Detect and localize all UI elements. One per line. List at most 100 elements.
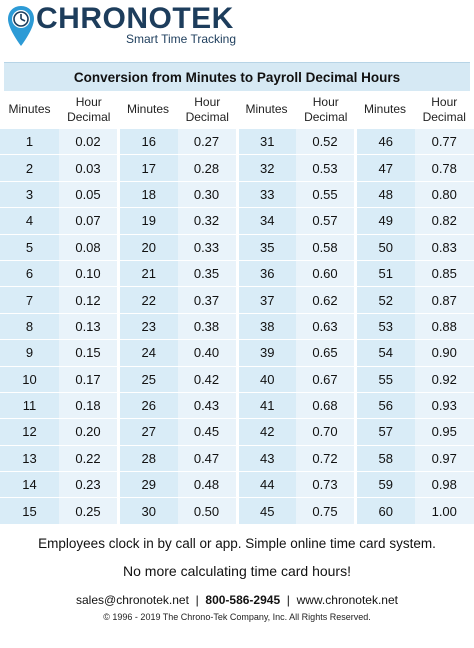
header-hour-label: Hour <box>312 94 339 109</box>
decimal-hours-cell: 0.60 <box>296 259 356 287</box>
table-row: 5 0.08 20 0.33 35 0.58 50 0.83 <box>0 233 474 261</box>
decimal-hours-cell: 0.05 <box>59 180 119 208</box>
decimal-hours-cell: 0.37 <box>177 286 237 314</box>
conversion-table: Minutes Hour Decimal Minutes Hour Decimal Minu… <box>0 91 474 524</box>
minutes-cell: 12 <box>0 418 59 446</box>
minutes-cell: 35 <box>235 233 296 261</box>
minutes-cell: 31 <box>235 127 296 155</box>
table-row: 2 0.03 17 0.28 32 0.53 47 0.78 <box>0 154 474 182</box>
minutes-cell: 24 <box>117 339 178 367</box>
table-row: 9 0.15 24 0.40 39 0.65 54 0.90 <box>0 339 474 367</box>
minutes-cell: 51 <box>354 259 415 287</box>
copyright-notice: © 1996 - 2019 The Chrono-Tek Company, In… <box>103 612 371 622</box>
minutes-cell: 55 <box>354 365 415 393</box>
header-hour-decimal: Hour Decimal <box>414 91 474 129</box>
minutes-cell: 27 <box>117 418 178 446</box>
minutes-cell: 10 <box>0 365 59 393</box>
footer-description: Employees clock in by call or app. Simpl… <box>38 536 436 551</box>
decimal-hours-cell: 0.02 <box>59 127 119 155</box>
table-row: 14 0.23 29 0.48 44 0.73 59 0.98 <box>0 471 474 498</box>
decimal-hours-cell: 0.77 <box>414 127 474 155</box>
header-minutes: Minutes <box>355 91 415 129</box>
minutes-cell: 40 <box>235 365 296 393</box>
minutes-cell: 14 <box>0 471 59 498</box>
decimal-hours-cell: 0.75 <box>296 497 356 524</box>
minutes-cell: 41 <box>235 391 296 419</box>
header-minutes: Minutes <box>237 91 296 129</box>
decimal-hours-cell: 0.62 <box>296 286 356 314</box>
decimal-hours-cell: 0.27 <box>177 127 237 155</box>
minutes-cell: 34 <box>235 207 296 235</box>
minutes-cell: 32 <box>235 154 296 182</box>
minutes-cell: 53 <box>354 312 415 340</box>
phone-number[interactable]: 800-586-2945 <box>205 593 281 607</box>
minutes-cell: 49 <box>354 207 415 235</box>
minutes-cell: 16 <box>117 127 178 155</box>
decimal-hours-cell: 0.30 <box>177 180 237 208</box>
header-hour-label: Hour <box>431 94 458 109</box>
minutes-cell: 29 <box>117 471 178 498</box>
minutes-cell: 58 <box>354 444 415 472</box>
decimal-hours-cell: 0.20 <box>59 418 119 446</box>
table-row: 8 0.13 23 0.38 38 0.63 53 0.88 <box>0 312 474 340</box>
minutes-cell: 22 <box>117 286 178 314</box>
decimal-hours-cell: 0.25 <box>59 497 119 524</box>
header-minutes: Minutes <box>0 91 59 129</box>
minutes-cell: 25 <box>117 365 178 393</box>
decimal-hours-cell: 0.35 <box>177 259 237 287</box>
table-header-row: Minutes Hour Decimal Minutes Hour Decimal Minu… <box>0 91 474 129</box>
decimal-hours-cell: 0.72 <box>296 444 356 472</box>
minutes-cell: 38 <box>235 312 296 340</box>
header-hour-label: Hour <box>75 94 102 109</box>
brand-tagline: Smart Time Tracking <box>126 32 237 46</box>
decimal-hours-cell: 0.82 <box>414 207 474 235</box>
minutes-cell: 11 <box>0 391 59 419</box>
decimal-hours-cell: 0.28 <box>177 154 237 182</box>
table-row: 11 0.18 26 0.43 41 0.68 56 0.93 <box>0 391 474 419</box>
minutes-cell: 4 <box>0 207 59 235</box>
decimal-hours-cell: 0.93 <box>414 391 474 419</box>
website-link[interactable]: www.chronotek.net <box>296 593 398 607</box>
decimal-hours-cell: 0.68 <box>296 391 356 419</box>
table-row: 1 0.02 16 0.27 31 0.52 46 0.77 <box>0 127 474 155</box>
minutes-cell: 2 <box>0 154 59 182</box>
minutes-cell: 36 <box>235 259 296 287</box>
minutes-cell: 56 <box>354 391 415 419</box>
decimal-hours-cell: 0.92 <box>414 365 474 393</box>
table-row: 13 0.22 28 0.47 43 0.72 58 0.97 <box>0 444 474 472</box>
table-row: 15 0.25 30 0.50 45 0.75 60 1.00 <box>0 497 474 524</box>
decimal-hours-cell: 0.42 <box>177 365 237 393</box>
table-row: 6 0.10 21 0.35 36 0.60 51 0.85 <box>0 259 474 287</box>
minutes-cell: 33 <box>235 180 296 208</box>
decimal-hours-cell: 0.50 <box>177 497 237 524</box>
minutes-cell: 30 <box>117 497 178 524</box>
decimal-hours-cell: 0.53 <box>296 154 356 182</box>
table-row: 7 0.12 22 0.37 37 0.62 52 0.87 <box>0 286 474 314</box>
minutes-cell: 18 <box>117 180 178 208</box>
decimal-hours-cell: 0.03 <box>59 154 119 182</box>
minutes-cell: 54 <box>354 339 415 367</box>
header-decimal-label: Decimal <box>422 109 466 124</box>
minutes-cell: 7 <box>0 286 59 314</box>
footer-slogan: No more calculating time card hours! <box>123 563 351 579</box>
table-row: 10 0.17 25 0.42 40 0.67 55 0.92 <box>0 365 474 393</box>
minutes-cell: 45 <box>235 497 296 524</box>
decimal-hours-cell: 0.22 <box>59 444 119 472</box>
minutes-cell: 46 <box>354 127 415 155</box>
decimal-hours-cell: 0.98 <box>414 471 474 498</box>
decimal-hours-cell: 0.63 <box>296 312 356 340</box>
decimal-hours-cell: 0.55 <box>296 180 356 208</box>
header-decimal-label: Decimal <box>185 109 229 124</box>
minutes-cell: 15 <box>0 497 59 524</box>
minutes-cell: 1 <box>0 127 59 155</box>
decimal-hours-cell: 0.95 <box>414 418 474 446</box>
decimal-hours-cell: 0.23 <box>59 471 119 498</box>
email-link[interactable]: sales@chronotek.net <box>76 593 189 607</box>
minutes-cell: 59 <box>354 471 415 498</box>
minutes-cell: 20 <box>117 233 178 261</box>
separator: | <box>286 593 290 607</box>
decimal-hours-cell: 0.08 <box>59 233 119 261</box>
minutes-cell: 3 <box>0 180 59 208</box>
table-row: 3 0.05 18 0.30 33 0.55 48 0.80 <box>0 180 474 208</box>
minutes-cell: 48 <box>354 180 415 208</box>
